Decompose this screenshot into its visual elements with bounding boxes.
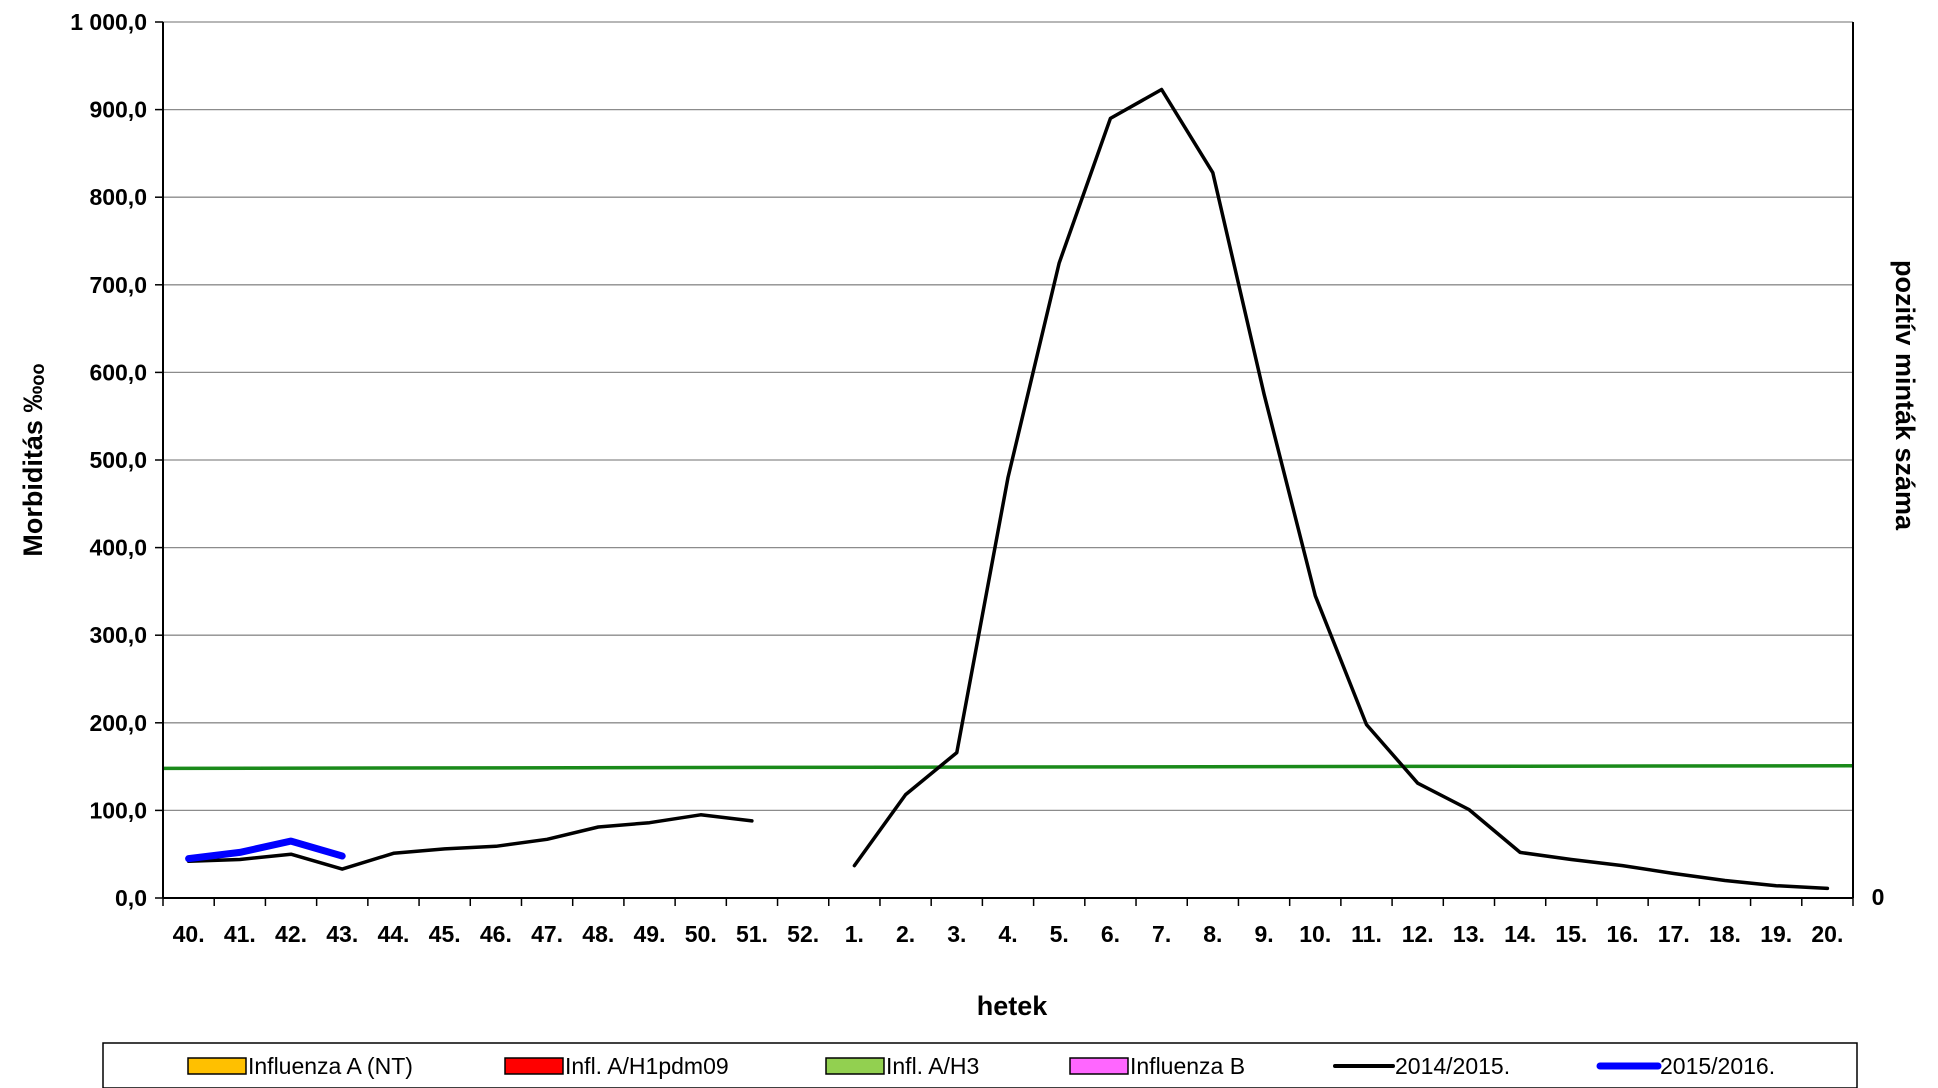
x-tick-label: 17. bbox=[1658, 921, 1690, 947]
x-axis-title: hetek bbox=[977, 991, 1049, 1021]
x-tick-label: 18. bbox=[1709, 921, 1741, 947]
y-tick-label: 800,0 bbox=[89, 184, 147, 210]
x-tick-label: 13. bbox=[1453, 921, 1485, 947]
x-tick-label: 48. bbox=[582, 921, 614, 947]
series-line bbox=[185, 837, 346, 863]
x-tick-labels: 40. 41. 42. 43. 44. 45. 46. 47. 48. 49. 50. 51. 52. 1… bbox=[162, 898, 1854, 947]
series-line bbox=[852, 87, 1830, 891]
y-tick-label: 500,0 bbox=[89, 447, 147, 473]
x-tick-label: 8. bbox=[1203, 921, 1222, 947]
x-tick-label: 14. bbox=[1504, 921, 1536, 947]
y-tick-label: 700,0 bbox=[89, 272, 147, 298]
y-tick-labels: 0,0 100,0 200,0 300,0 400,0 500,0 600,0 700,0 80… bbox=[70, 9, 147, 911]
x-tick-label: 45. bbox=[429, 921, 461, 947]
x-tick-label: 12. bbox=[1402, 921, 1434, 947]
x-tick-label: 1. bbox=[845, 921, 864, 947]
x-tick-label: 19. bbox=[1760, 921, 1792, 947]
series-2014/2015. bbox=[186, 87, 1830, 891]
legend-item: 2015/2016. bbox=[1596, 1053, 1775, 1079]
series-line bbox=[186, 813, 754, 871]
x-tick-label: 9. bbox=[1254, 921, 1273, 947]
y-tick-label: 600,0 bbox=[89, 359, 147, 385]
legend-item: 2014/2015. bbox=[1333, 1053, 1510, 1079]
legend-label: 2014/2015. bbox=[1395, 1053, 1510, 1079]
x-tick-label: 16. bbox=[1607, 921, 1639, 947]
axes bbox=[162, 22, 1854, 899]
legend-label: 2015/2016. bbox=[1660, 1053, 1775, 1079]
threshold-line bbox=[162, 763, 1854, 771]
legend-swatch bbox=[504, 1057, 564, 1075]
y-tick-label: 100,0 bbox=[89, 797, 147, 823]
x-tick-label: 46. bbox=[480, 921, 512, 947]
y-tick-label: 0,0 bbox=[115, 885, 147, 911]
series-lines bbox=[185, 87, 1830, 891]
y-tick-label: 200,0 bbox=[89, 710, 147, 736]
x-tick-label: 47. bbox=[531, 921, 563, 947]
x-tick-label: 3. bbox=[947, 921, 966, 947]
x-tick-label: 42. bbox=[275, 921, 307, 947]
right-axis-title: pozitív minták száma bbox=[1890, 260, 1920, 531]
y-tick-label: 900,0 bbox=[89, 97, 147, 123]
x-tick-label: 2. bbox=[896, 921, 915, 947]
y-tick-label: 400,0 bbox=[89, 535, 147, 561]
x-tick-label: 15. bbox=[1555, 921, 1587, 947]
x-tick-label: 51. bbox=[736, 921, 768, 947]
y-tick-label: 300,0 bbox=[89, 622, 147, 648]
x-tick-label: 50. bbox=[685, 921, 717, 947]
x-tick-label: 6. bbox=[1101, 921, 1120, 947]
legend-label: Influenza B bbox=[1130, 1053, 1245, 1079]
x-tick-label: 52. bbox=[787, 921, 819, 947]
legend-item: Influenza A (NT) bbox=[187, 1053, 413, 1079]
x-tick-label: 7. bbox=[1152, 921, 1171, 947]
gridlines bbox=[155, 21, 1853, 899]
x-tick-label: 49. bbox=[634, 921, 666, 947]
legend: Influenza A (NT) Infl. A/H1pdm09 Infl. A/H… bbox=[102, 1042, 1858, 1088]
legend-label: Infl. A/H1pdm09 bbox=[565, 1053, 729, 1079]
y-axis-title: Morbiditás ‰ₒₒ bbox=[18, 363, 48, 556]
series-2015/2016. bbox=[185, 837, 346, 863]
y-tick-label: 1 000,0 bbox=[70, 9, 147, 35]
legend-label: Infl. A/H3 bbox=[886, 1053, 979, 1079]
legend-swatch bbox=[1069, 1057, 1129, 1075]
legend-swatch bbox=[825, 1057, 885, 1075]
right-axis-tick: 0 bbox=[1872, 884, 1885, 910]
legend-item: Infl. A/H3 bbox=[825, 1053, 979, 1079]
legend-item: Infl. A/H1pdm09 bbox=[504, 1053, 729, 1079]
legend-box bbox=[102, 1042, 1858, 1088]
x-tick-label: 41. bbox=[224, 921, 256, 947]
x-tick-label: 43. bbox=[326, 921, 358, 947]
x-tick-label: 11. bbox=[1351, 921, 1382, 947]
x-tick-label: 44. bbox=[377, 921, 409, 947]
x-tick-label: 20. bbox=[1811, 921, 1843, 947]
legend-item: Influenza B bbox=[1069, 1053, 1245, 1079]
x-tick-label: 5. bbox=[1050, 921, 1069, 947]
epidemic-threshold-line bbox=[162, 763, 1854, 771]
x-tick-label: 10. bbox=[1299, 921, 1331, 947]
x-tick-label: 40. bbox=[173, 921, 205, 947]
x-tick-label: 4. bbox=[998, 921, 1017, 947]
legend-swatch bbox=[187, 1057, 247, 1075]
legend-label: Influenza A (NT) bbox=[248, 1053, 413, 1079]
